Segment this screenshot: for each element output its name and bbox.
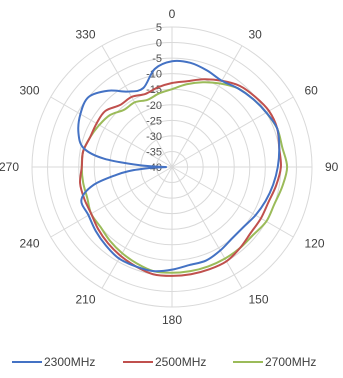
angle-tick-label: 30 bbox=[249, 28, 263, 42]
series-line-2500MHz bbox=[79, 78, 282, 277]
angle-tick-label: 60 bbox=[305, 84, 319, 98]
series-line-2300MHz bbox=[77, 59, 281, 273]
grid-spoke bbox=[101, 166, 173, 289]
radial-tick-label: -35 bbox=[146, 146, 162, 158]
legend-label: 2700MHz bbox=[265, 355, 316, 369]
angle-tick-label: 210 bbox=[75, 293, 95, 307]
angle-tick-label: 90 bbox=[325, 160, 339, 174]
legend-label: 2500MHz bbox=[155, 355, 206, 369]
radar-grid bbox=[31, 26, 313, 308]
radial-tick-label: 0 bbox=[156, 38, 162, 50]
grid-spoke bbox=[50, 96, 173, 168]
legend: 2300MHz 2500MHz 2700MHz bbox=[12, 355, 316, 369]
grid-spoke bbox=[50, 166, 173, 238]
angle-tick-label: 240 bbox=[19, 237, 39, 251]
angle-tick-label: 300 bbox=[19, 84, 39, 98]
legend-label: 2300MHz bbox=[44, 355, 95, 369]
radial-tick-label: -30 bbox=[146, 131, 162, 143]
grid-spoke bbox=[171, 166, 243, 289]
grid-spoke bbox=[171, 166, 294, 238]
grid-spoke bbox=[171, 45, 243, 168]
angle-tick-labels: 0 30 60 90 120 150 180 210 240 270 300 330 bbox=[0, 7, 339, 327]
radial-tick-label: -25 bbox=[146, 115, 162, 127]
radial-tick-label: -5 bbox=[152, 53, 162, 65]
angle-tick-label: 0 bbox=[169, 7, 176, 21]
angle-tick-label: 270 bbox=[0, 160, 19, 174]
angle-tick-label: 150 bbox=[249, 293, 269, 307]
radial-tick-label: 5 bbox=[156, 22, 162, 34]
angle-tick-label: 120 bbox=[305, 237, 325, 251]
angle-tick-label: 330 bbox=[75, 28, 95, 42]
grid-spoke bbox=[101, 45, 173, 168]
series-layer bbox=[77, 59, 289, 277]
grid-spoke bbox=[171, 96, 294, 168]
angle-tick-label: 180 bbox=[162, 313, 182, 327]
radial-tick-label: -20 bbox=[146, 100, 162, 112]
